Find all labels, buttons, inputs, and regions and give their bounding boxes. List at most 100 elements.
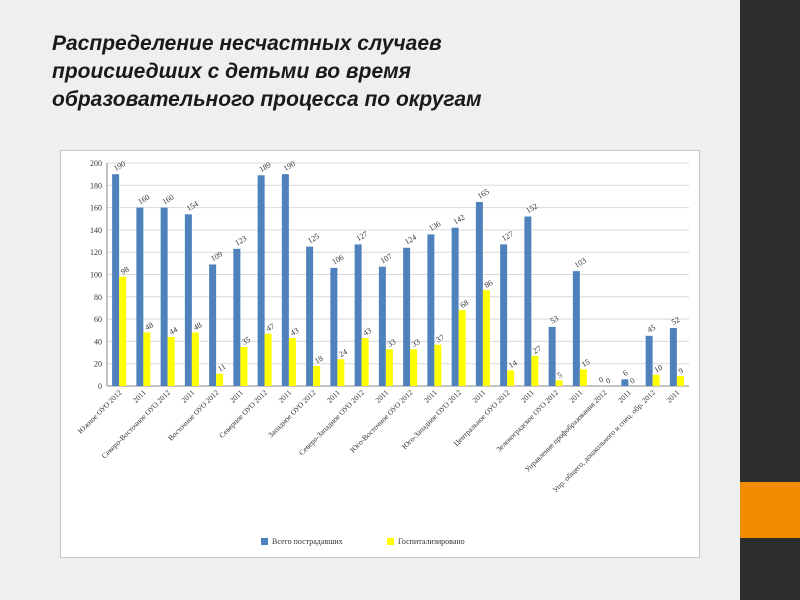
x-tick-label: Южное ОУО 2012 [76,388,124,436]
bar-hospitalized [458,310,466,386]
data-label-total: 127 [355,229,370,243]
bar-total [354,244,362,386]
bar-hospitalized [361,338,369,386]
bar-hospitalized [531,355,539,386]
y-tick-label: 80 [94,293,102,302]
data-label-total: 142 [452,213,467,227]
data-label-hospitalized: 48 [143,320,154,332]
data-label-total: 53 [549,314,560,326]
bar-total [136,207,144,386]
data-label-hospitalized: 98 [119,265,130,277]
x-tick-label: 2011 [374,388,391,405]
data-label-hospitalized: 33 [386,337,397,349]
data-label-hospitalized: 10 [653,363,664,375]
data-label-total: 106 [330,253,345,267]
bar-hospitalized [555,380,563,386]
bar-total [403,247,411,386]
data-label-total: 136 [427,219,442,233]
bar-hospitalized [240,346,248,386]
bar-total [524,216,532,386]
bar-total [112,174,120,386]
data-label-total: 0 [597,375,605,385]
bar-total [621,379,629,386]
bar-hospitalized [288,338,296,386]
data-label-hospitalized: 18 [313,354,324,366]
x-tick-label: 2011 [131,388,148,405]
bar-total [451,227,459,386]
data-label-hospitalized: 15 [580,357,591,369]
bar-total [500,244,508,386]
x-tick-label: 2011 [471,388,488,405]
title-line-2: происшедших с детьми во время [52,60,412,83]
bar-total [475,202,483,386]
bar-total [645,335,653,386]
title-line-3: образовательного процесса по округам [52,88,482,111]
slide-title: Распределение несчастных случаев происше… [52,30,692,114]
bar-total [257,175,265,386]
data-label-total: 6 [621,368,629,378]
legend-label-total: Всего пострадавших [272,537,343,546]
x-tick-label: 2011 [616,388,633,405]
data-label-hospitalized: 9 [677,366,685,376]
bar-hospitalized [579,369,587,386]
x-tick-label: 2011 [665,388,682,405]
y-tick-label: 40 [94,337,102,346]
bar-total [306,246,314,386]
y-tick-label: 160 [90,204,102,213]
bar-hospitalized [191,332,199,386]
data-label-total: 125 [306,232,321,246]
y-tick-label: 100 [90,271,102,280]
bar-total [184,214,192,386]
bar-hospitalized [482,290,490,386]
data-label-total: 107 [379,252,394,266]
bar-hospitalized [264,333,272,386]
data-label-hospitalized: 47 [265,322,276,334]
data-label-total: 165 [476,187,491,201]
data-label-hospitalized: 33 [410,337,421,349]
data-label-hospitalized: 0 [604,376,612,386]
bar-total [572,271,580,386]
bar-total [427,234,435,386]
data-label-total: 123 [233,234,248,248]
data-label-hospitalized: 27 [531,344,542,356]
title-line-1: Распределение несчастных случаев [52,32,442,55]
data-label-hospitalized: 86 [483,278,494,290]
bar-hospitalized [167,336,175,386]
data-label-total: 189 [258,160,273,174]
data-label-total: 160 [161,193,176,207]
bar-hospitalized [385,349,393,386]
x-tick-label: Упр. общего, дошкольного и спец. обр. 20… [551,388,657,494]
bar-total [669,328,677,386]
x-tick-label: Управление профобразования 2012 [523,388,609,474]
bar-total [378,266,386,386]
data-label-total: 45 [646,323,657,335]
bar-hospitalized [313,365,321,386]
data-label-hospitalized: 14 [507,358,518,370]
data-label-hospitalized: 0 [628,376,636,386]
data-label-hospitalized: 43 [362,326,373,338]
bar-total [330,267,338,386]
bar-total [160,207,168,386]
data-label-total: 127 [500,229,515,243]
x-tick-label: 2011 [180,388,197,405]
data-label-total: 52 [670,315,681,327]
y-tick-label: 0 [98,382,102,391]
data-label-total: 103 [573,256,588,270]
data-label-total: 160 [136,193,151,207]
legend-label-hospitalized: Госпитализировано [398,537,465,546]
y-tick-label: 120 [90,248,102,257]
bar-total [209,264,217,386]
y-tick-label: 60 [94,315,102,324]
bar-hospitalized [652,374,660,386]
data-label-hospitalized: 11 [216,362,227,374]
y-tick-label: 140 [90,226,102,235]
data-label-total: 109 [209,249,224,263]
y-tick-label: 20 [94,360,102,369]
x-tick-label: 2011 [568,388,585,405]
bar-hospitalized [410,349,418,386]
data-label-hospitalized: 48 [192,320,203,332]
bar-hospitalized [434,344,442,386]
data-label-hospitalized: 35 [240,335,251,347]
bar-hospitalized [507,370,515,386]
